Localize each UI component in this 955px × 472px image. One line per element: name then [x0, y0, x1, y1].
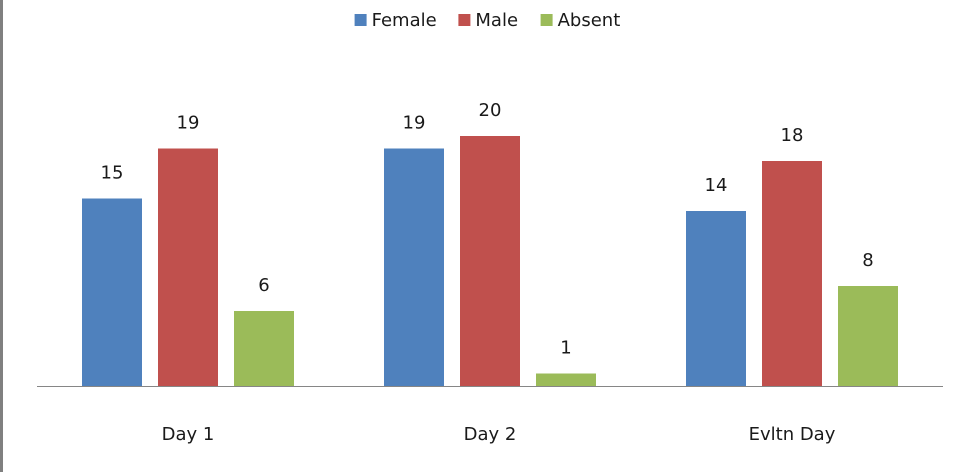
data-label-female-evltn-day: 14: [705, 175, 728, 196]
legend-label-female: Female: [372, 10, 437, 31]
x-tick-label-evltn-day: Evltn Day: [749, 424, 836, 445]
data-label-male-day-2: 20: [479, 100, 502, 121]
bar-absent-evltn-day: [838, 286, 898, 386]
legend: Female Male Absent: [354, 10, 621, 31]
data-label-male-day-1: 19: [177, 113, 200, 134]
bar-male-day-1: [158, 148, 218, 386]
bar-absent-day-2: [536, 373, 596, 386]
legend-label-absent: Absent: [558, 10, 621, 31]
data-label-absent-evltn-day: 8: [862, 250, 873, 271]
plot-area: 15 19 6 19 20 1 14 18 8: [82, 100, 898, 386]
bar-male-evltn-day: [762, 161, 822, 386]
x-axis-tick-labels: Day 1 Day 2 Evltn Day: [162, 424, 836, 445]
legend-swatch-absent: [540, 14, 553, 26]
bar-female-evltn-day: [686, 211, 746, 386]
data-label-female-day-1: 15: [101, 163, 124, 184]
bar-female-day-1: [82, 198, 142, 386]
data-label-absent-day-2: 1: [560, 338, 571, 359]
legend-label-male: Male: [475, 10, 518, 31]
legend-swatch-female: [354, 14, 367, 26]
x-tick-label-day-1: Day 1: [162, 424, 215, 445]
bar-female-day-2: [384, 148, 444, 386]
data-label-absent-day-1: 6: [258, 275, 269, 296]
x-tick-label-day-2: Day 2: [464, 424, 517, 445]
data-label-female-day-2: 19: [403, 113, 426, 134]
bar-absent-day-1: [234, 311, 294, 386]
bar-male-day-2: [460, 136, 520, 386]
legend-swatch-male: [458, 14, 471, 26]
data-label-male-evltn-day: 18: [781, 125, 804, 146]
